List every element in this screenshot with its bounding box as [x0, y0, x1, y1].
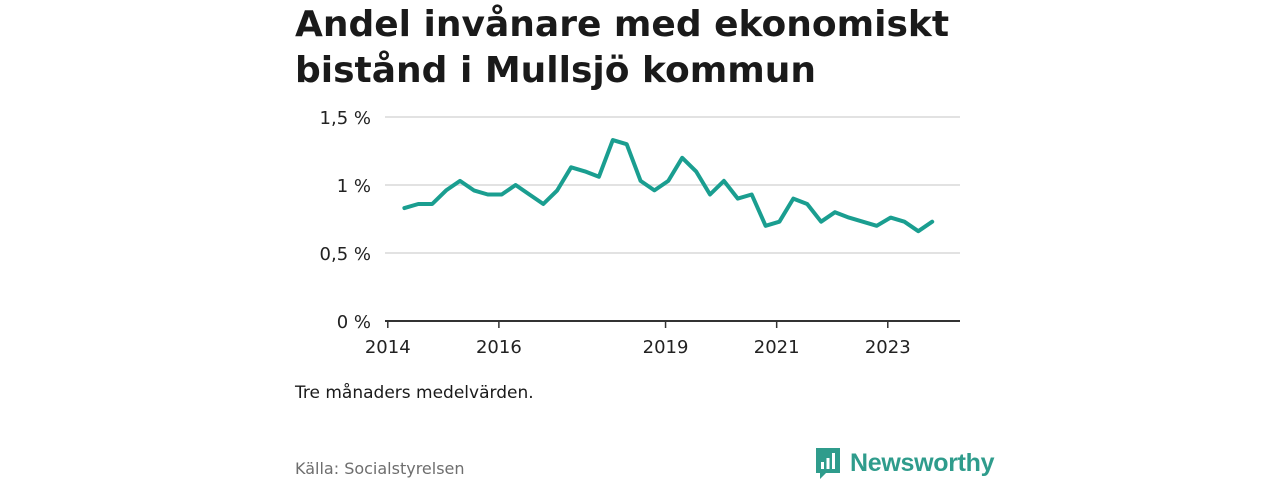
data-point: [805, 202, 809, 206]
data-point: [486, 193, 490, 197]
data-point: [597, 175, 601, 179]
data-point: [625, 142, 629, 146]
x-tick-label: 2016: [476, 337, 522, 358]
data-point: [875, 224, 879, 228]
data-point: [736, 197, 740, 201]
x-tick-label: 2023: [865, 337, 911, 358]
y-tick-label: 1,5 %: [320, 108, 371, 129]
data-point: [500, 193, 504, 197]
data-point: [444, 188, 448, 192]
y-tick-label: 1 %: [337, 176, 371, 197]
data-point: [527, 193, 531, 197]
chart-title: Andel invånare med ekonomiskt bistånd i …: [295, 4, 950, 91]
axes: 0 % 0,5 % 1 % 1,5 % 2014 2016 2019 2021 2023: [320, 108, 960, 358]
data-point: [583, 169, 587, 173]
data-point: [902, 220, 906, 224]
data-point: [708, 193, 712, 197]
data-point: [541, 202, 545, 206]
x-tick-label: 2021: [754, 337, 800, 358]
source-credit: Källa: Socialstyrelsen: [295, 459, 465, 478]
data-point: [764, 224, 768, 228]
data-point: [889, 216, 893, 220]
series-line: [402, 138, 935, 234]
data-point: [819, 220, 823, 224]
data-point: [555, 188, 559, 192]
series: [402, 138, 935, 234]
y-tick-label: 0,5 %: [320, 244, 371, 265]
data-point: [777, 220, 781, 224]
data-point: [402, 206, 406, 210]
brand-logo: Newsworthy: [814, 446, 995, 480]
data-point: [847, 216, 851, 220]
x-tick-label: 2014: [365, 337, 411, 358]
data-point: [611, 138, 615, 142]
data-point: [680, 156, 684, 160]
data-point: [652, 188, 656, 192]
data-point: [694, 169, 698, 173]
data-point: [569, 165, 573, 169]
x-tick-label: 2019: [643, 337, 689, 358]
data-point: [930, 220, 934, 224]
data-point: [416, 202, 420, 206]
data-point: [833, 210, 837, 214]
data-point: [666, 179, 670, 183]
chart-note: Tre månaders medelvärden.: [295, 383, 534, 403]
data-point: [514, 183, 518, 187]
data-point: [791, 197, 795, 201]
data-point: [430, 202, 434, 206]
newsworthy-logo-icon: [816, 448, 840, 479]
data-point: [916, 229, 920, 233]
brand-name: Newsworthy: [850, 448, 995, 477]
data-point: [458, 179, 462, 183]
y-tick-label: 0 %: [337, 312, 371, 333]
data-point: [639, 179, 643, 183]
data-point: [722, 179, 726, 183]
data-point: [472, 188, 476, 192]
data-point: [861, 220, 865, 224]
data-point: [750, 193, 754, 197]
gridlines: [385, 116, 960, 254]
